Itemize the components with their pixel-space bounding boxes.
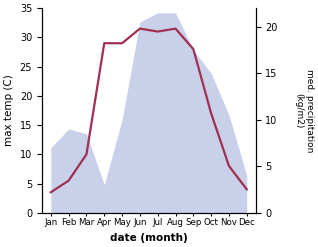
X-axis label: date (month): date (month) (110, 233, 188, 243)
Y-axis label: max temp (C): max temp (C) (4, 75, 14, 146)
Y-axis label: med. precipitation
(kg/m2): med. precipitation (kg/m2) (294, 69, 314, 152)
